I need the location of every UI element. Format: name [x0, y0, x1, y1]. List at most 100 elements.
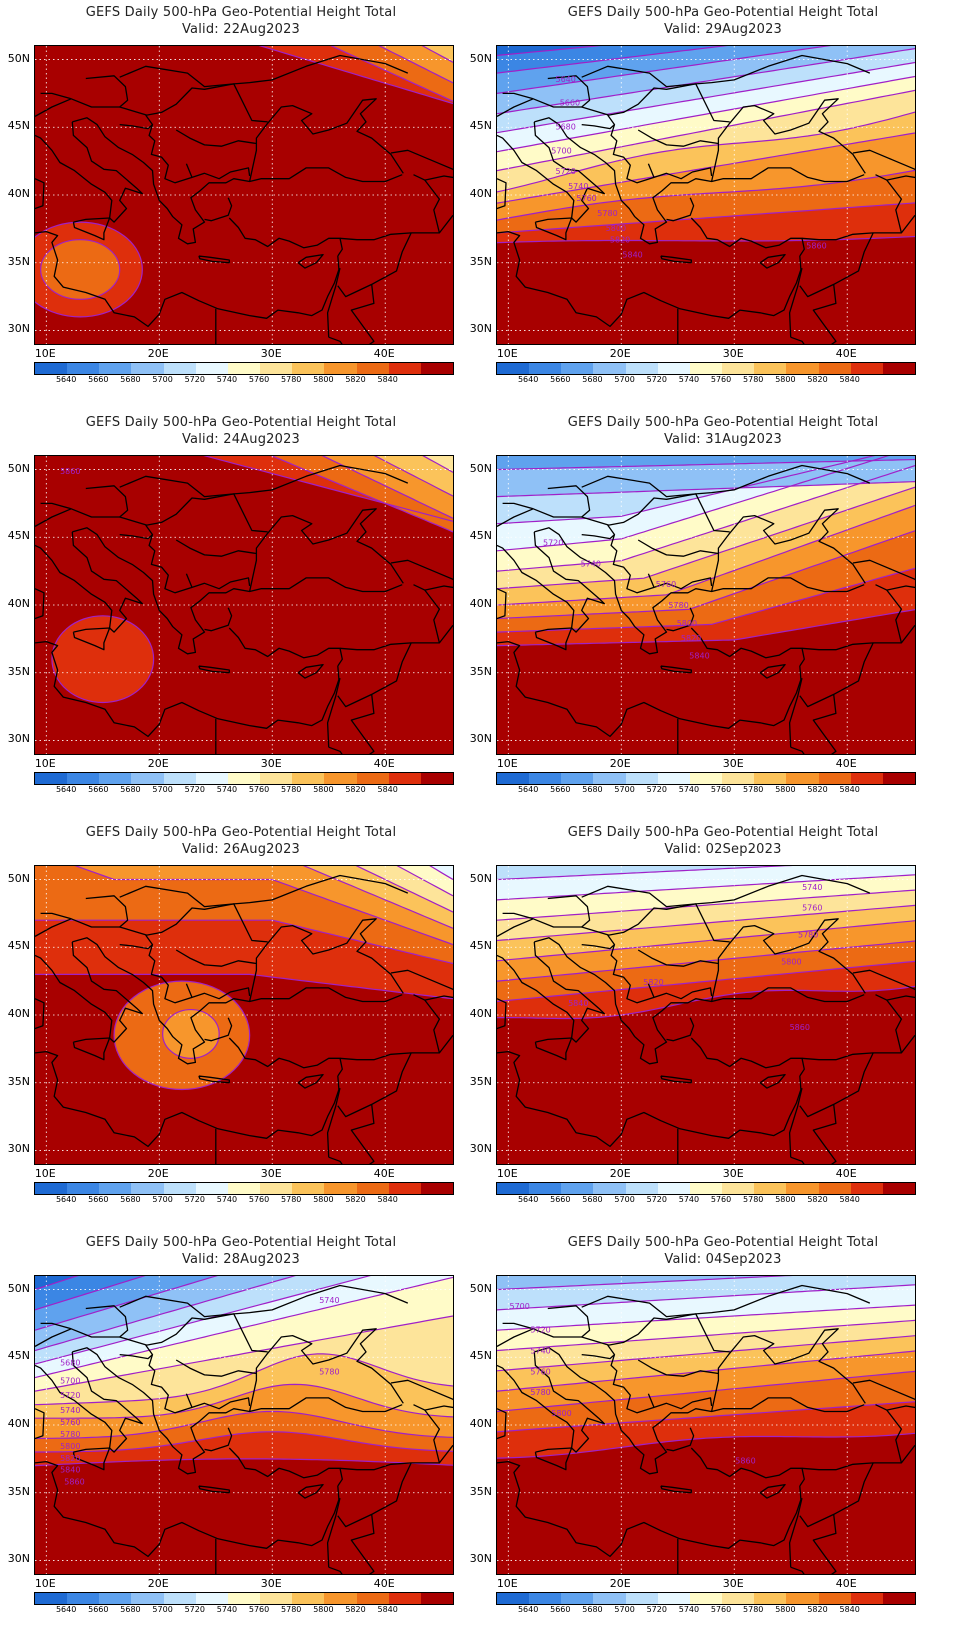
- coastline-border: [660, 665, 692, 674]
- coastline-border: [852, 149, 915, 181]
- coastline-border: [790, 1514, 837, 1574]
- coastline-border: [759, 663, 786, 679]
- panel-valid-date: Valid: 02Sep2023: [482, 842, 964, 858]
- colorbar-swatch: [497, 1593, 530, 1604]
- latitude-tick-label: 45N: [469, 119, 492, 133]
- contour-line: [35, 1276, 146, 1311]
- valid-date: 24Aug2023: [223, 432, 301, 447]
- colorbar: [496, 1592, 916, 1605]
- contour-line: [74, 866, 453, 946]
- contour-label: 5840: [689, 652, 709, 661]
- contour-line: [355, 866, 453, 913]
- coastline-border: [886, 589, 903, 644]
- contour-line: [497, 458, 915, 471]
- coastline-border: [35, 1328, 72, 1347]
- latitude-tick-label: 40N: [469, 187, 492, 200]
- contour-label: 5860: [735, 1457, 755, 1466]
- height-cell: [40, 239, 121, 300]
- latitude-tick-label: 45N: [7, 119, 30, 133]
- colorbar-label: 5800: [313, 1605, 334, 1614]
- colorbar-label: 5640: [55, 1605, 77, 1614]
- latitude-tick-label: 50N: [469, 461, 492, 475]
- colorbar-swatch: [324, 1183, 357, 1194]
- contour-label: 5720: [60, 1391, 80, 1400]
- contour-line: [497, 1432, 915, 1459]
- colorbar-label: 5680: [120, 375, 141, 384]
- contour-label: 5760: [656, 580, 676, 589]
- colorbar-swatch: [722, 1183, 755, 1194]
- height-band: [497, 1276, 915, 1290]
- contour-line: [497, 567, 915, 633]
- valid-date: 31Aug2023: [705, 432, 783, 447]
- colorbar-label: 5740: [678, 1605, 700, 1614]
- colorbar-label: 5760: [710, 375, 732, 384]
- latitude-tick-label: 40N: [469, 1007, 492, 1020]
- coastline-border: [35, 1351, 143, 1453]
- longitude-tick-label: 10E: [34, 347, 56, 360]
- coastline-border: [497, 1460, 802, 1558]
- panel-title: GEFS Daily 500-hPa Geo-Potential Height …: [85, 415, 397, 430]
- contour-line: [497, 75, 915, 153]
- colorbar-label: 5800: [313, 1195, 334, 1204]
- colorbar-swatch: [593, 773, 626, 784]
- contour-map: 5740 5780 5680 5700 5720 5740 5760 5780 5800 5820…: [35, 1276, 453, 1574]
- coastline-border: [710, 508, 866, 592]
- valid-prefix: Valid:: [664, 842, 706, 857]
- colorbar-swatch: [754, 1593, 787, 1604]
- contour-label: 5760: [60, 1418, 80, 1427]
- coastline-border: [666, 197, 695, 222]
- coastline-border: [337, 642, 412, 708]
- valid-prefix: Valid:: [181, 22, 224, 37]
- valid-prefix: Valid:: [663, 432, 706, 447]
- contour-line: [497, 889, 915, 921]
- colorbar-label: 5700: [152, 1195, 173, 1204]
- contour-line: [35, 1276, 218, 1331]
- colorbar-label: 5760: [710, 1605, 732, 1614]
- colorbar-swatch: [195, 363, 228, 374]
- colorbar-label: 5660: [88, 375, 109, 384]
- coastline-border: [297, 253, 324, 269]
- coastline-border: [119, 493, 268, 533]
- colorbar-label: 5700: [152, 1605, 173, 1614]
- colorbar-swatch: [625, 773, 658, 784]
- contour-label: 5780: [530, 1388, 550, 1397]
- colorbar-swatch: [324, 773, 357, 784]
- coastline-border: [581, 903, 730, 943]
- colorbar-swatch: [657, 773, 690, 784]
- coastline-border: [581, 1353, 615, 1360]
- contour-line: [497, 530, 915, 620]
- coastline-border: [119, 1313, 268, 1353]
- contour-label: 5740: [319, 1296, 339, 1305]
- colorbar-label: 5660: [88, 1195, 109, 1204]
- contour-line: [35, 1276, 371, 1365]
- coastline-border: [145, 934, 193, 1004]
- longitude-tick-label: 30E: [260, 1167, 282, 1180]
- coastline-border: [690, 627, 805, 667]
- contour-line: [35, 1383, 453, 1419]
- longitude-tick-label: 30E: [722, 1167, 744, 1180]
- latitude-tick-label: 45N: [7, 1349, 30, 1363]
- colorbar-swatch: [497, 1183, 530, 1194]
- colorbar-label: 5700: [152, 375, 173, 384]
- colorbar-swatch: [260, 1183, 293, 1194]
- latitude-tick-label: 50N: [7, 51, 30, 65]
- colorbar-label: 5740: [216, 375, 238, 384]
- contour-label: 5800: [551, 1409, 571, 1418]
- coastline-border: [581, 874, 871, 908]
- coastline-border: [534, 1347, 865, 1475]
- coastline-border: [248, 918, 404, 1002]
- contour-label: 5780: [798, 931, 818, 940]
- height-band: [35, 46, 453, 83]
- colorbar-label: 5680: [582, 1605, 603, 1614]
- contour-line: [497, 904, 915, 942]
- coastline-border: [534, 1037, 573, 1061]
- valid-date: 02Sep2023: [705, 842, 782, 857]
- colorbar-swatch: [99, 1183, 132, 1194]
- contour-line: [497, 866, 793, 881]
- longitude-tick-label: 10E: [496, 347, 518, 360]
- coastline-border: [339, 624, 453, 651]
- coastline-border: [297, 1483, 324, 1499]
- colorbar-swatch: [786, 773, 819, 784]
- valid-prefix: Valid:: [181, 432, 224, 447]
